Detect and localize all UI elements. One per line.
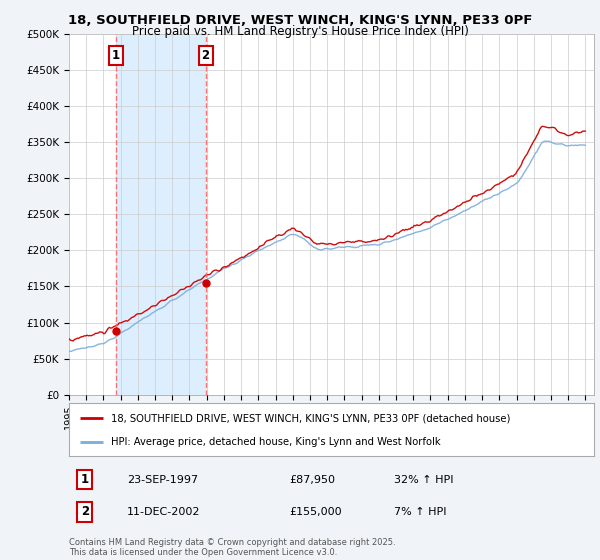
Text: Price paid vs. HM Land Registry's House Price Index (HPI): Price paid vs. HM Land Registry's House …: [131, 25, 469, 38]
Text: 2: 2: [80, 505, 89, 519]
Text: 2: 2: [202, 49, 210, 62]
Text: 32% ↑ HPI: 32% ↑ HPI: [395, 475, 454, 484]
Text: HPI: Average price, detached house, King's Lynn and West Norfolk: HPI: Average price, detached house, King…: [111, 436, 440, 446]
Text: 18, SOUTHFIELD DRIVE, WEST WINCH, KING'S LYNN, PE33 0PF (detached house): 18, SOUTHFIELD DRIVE, WEST WINCH, KING'S…: [111, 413, 511, 423]
Text: 1: 1: [80, 473, 89, 486]
Text: £87,950: £87,950: [290, 475, 335, 484]
Text: 23-SEP-1997: 23-SEP-1997: [127, 475, 198, 484]
Bar: [116, 34, 206, 395]
Text: £155,000: £155,000: [290, 507, 342, 517]
Text: 1: 1: [112, 49, 120, 62]
Text: 18, SOUTHFIELD DRIVE, WEST WINCH, KING'S LYNN, PE33 0PF: 18, SOUTHFIELD DRIVE, WEST WINCH, KING'S…: [68, 14, 532, 27]
Text: Contains HM Land Registry data © Crown copyright and database right 2025.
This d: Contains HM Land Registry data © Crown c…: [69, 538, 395, 557]
Text: 7% ↑ HPI: 7% ↑ HPI: [395, 507, 447, 517]
Text: 11-DEC-2002: 11-DEC-2002: [127, 507, 200, 517]
